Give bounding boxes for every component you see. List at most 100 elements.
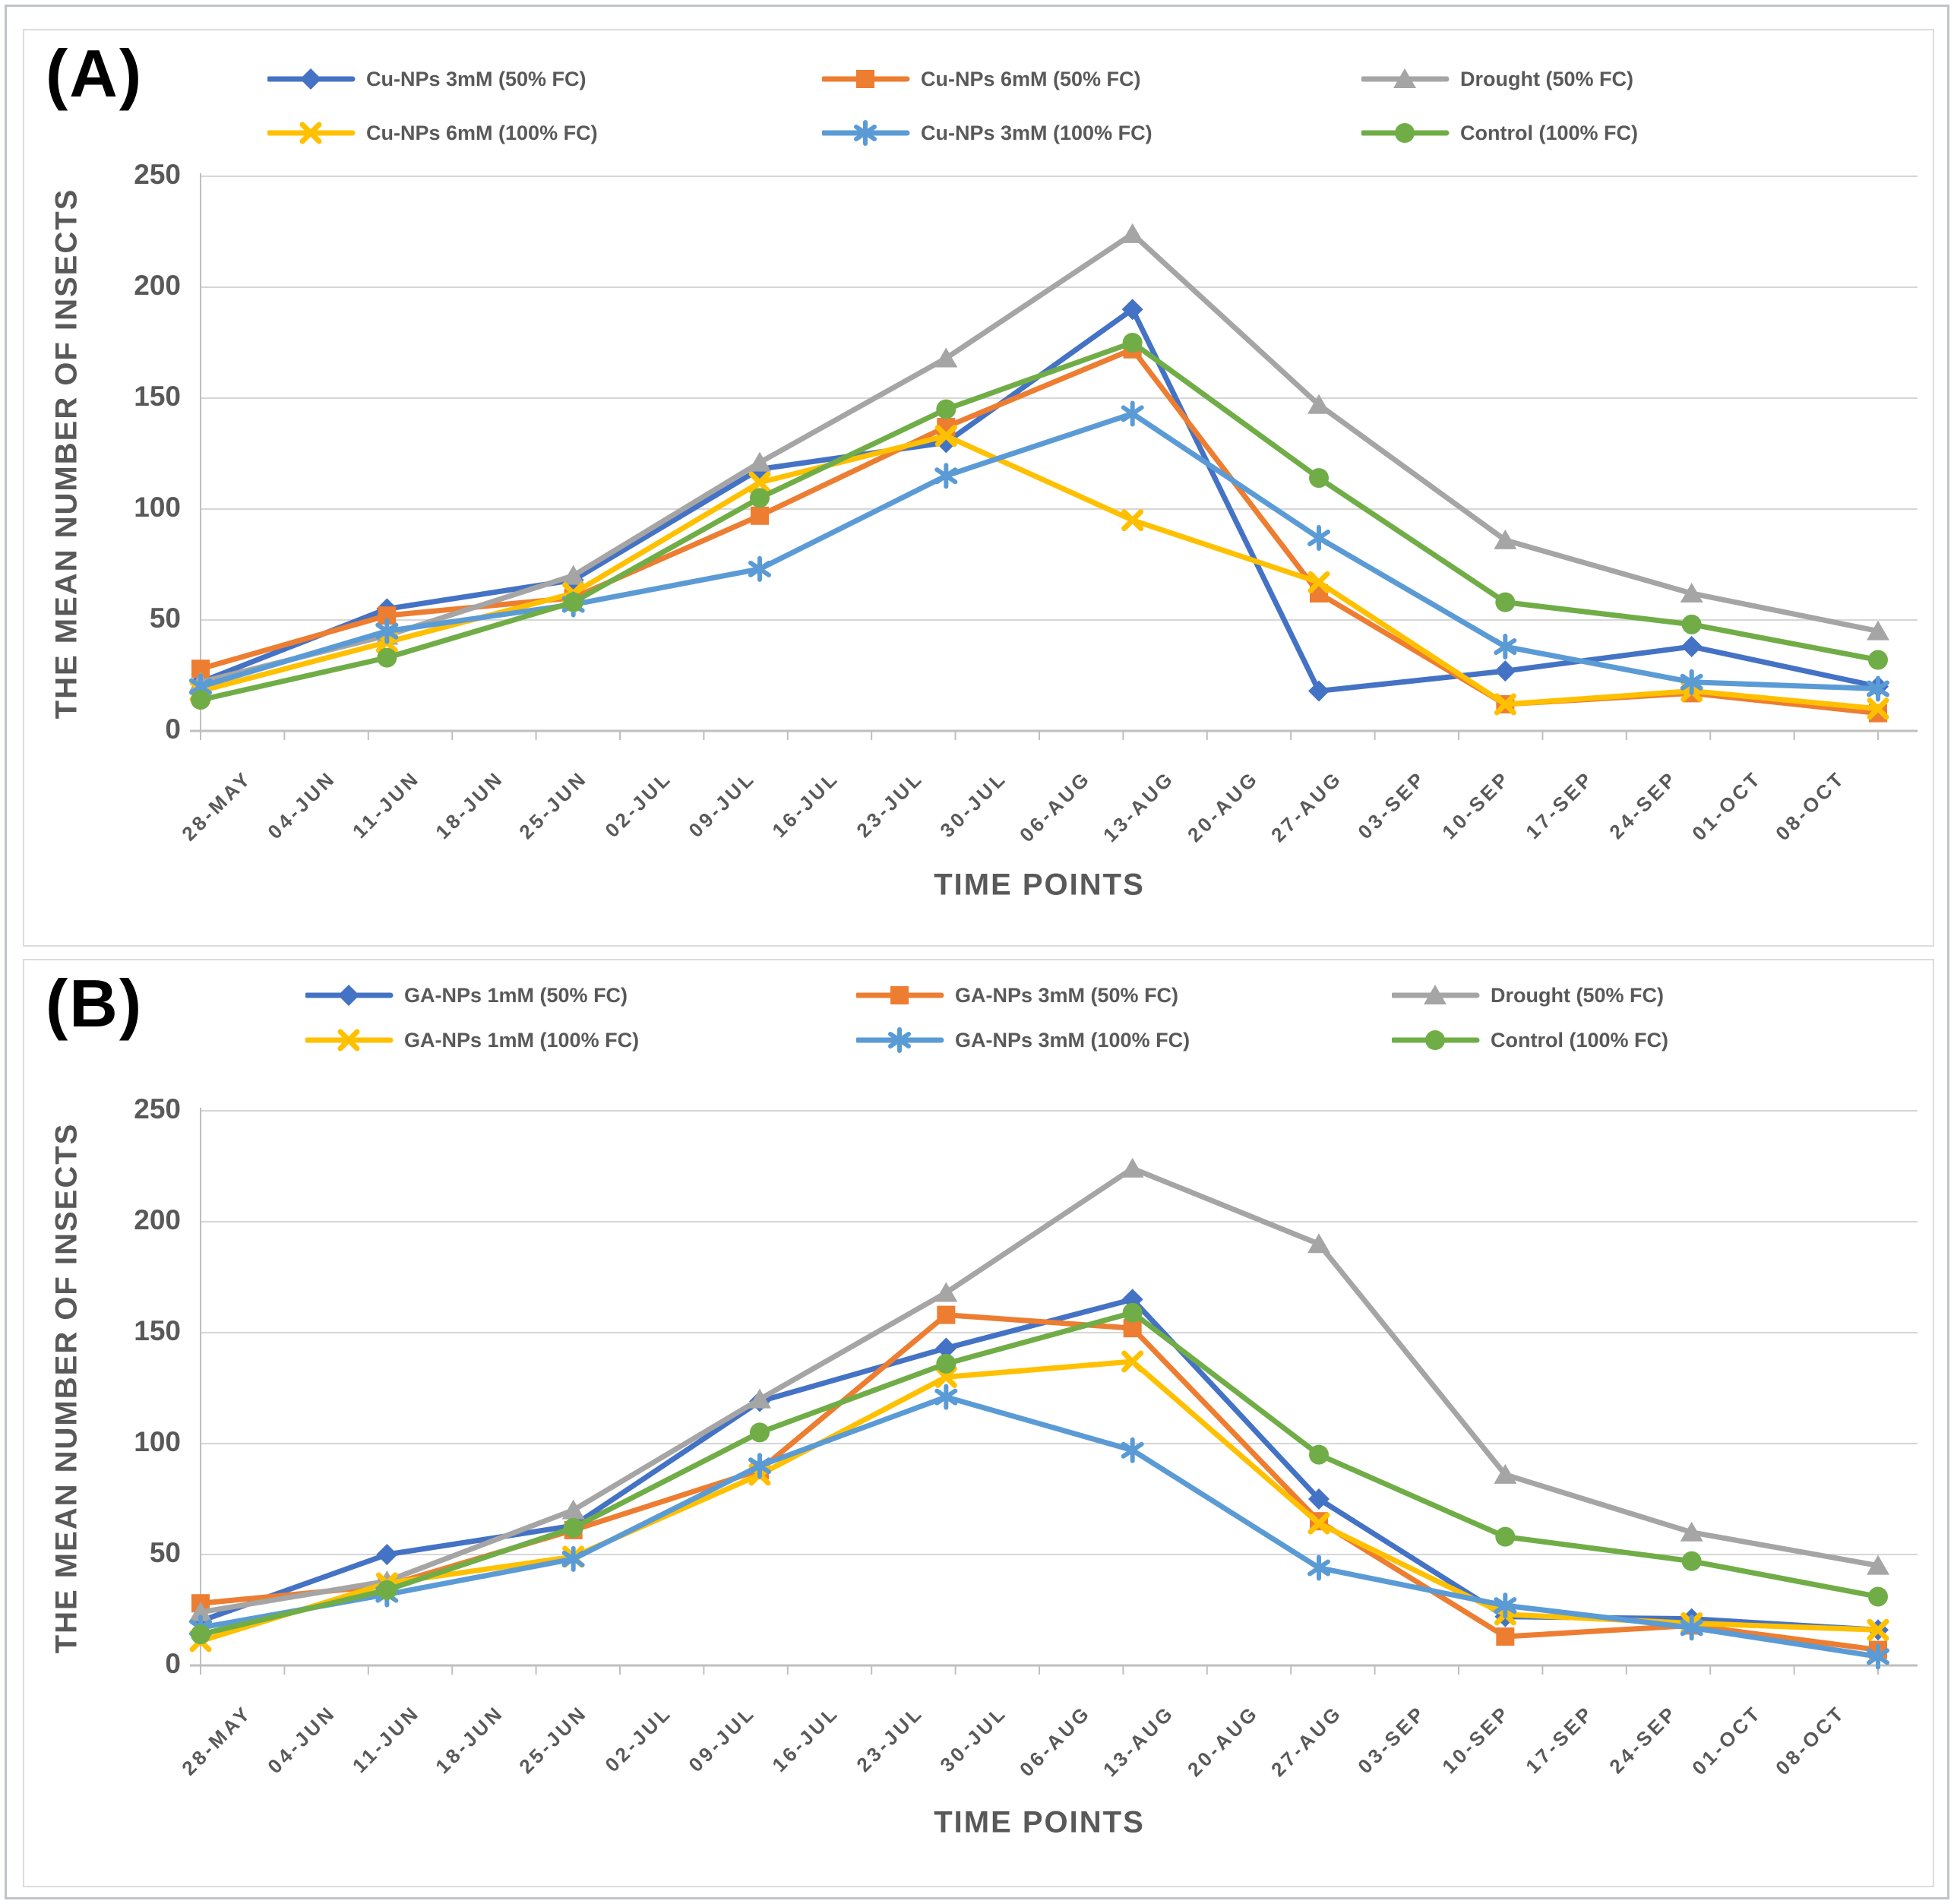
legend-swatch-asterisk	[822, 120, 910, 146]
asterisk-marker-icon	[375, 618, 399, 644]
legend-item-drought-50-fc-: Drought (50% FC)	[1392, 982, 1664, 1008]
circle-marker-icon	[1395, 123, 1415, 143]
panel-b-label: (B)	[46, 966, 144, 1041]
legend-item-ga-nps-3mm-50-fc-: GA-NPs 3mM (50% FC)	[856, 982, 1178, 1008]
square-marker-icon	[937, 1305, 956, 1324]
diamond-marker-icon	[300, 68, 321, 90]
legend-item-cu-nps-3mm-50-fc-: Cu-NPs 3mM (50% FC)	[267, 66, 587, 92]
x-marker-icon	[1494, 693, 1516, 716]
asterisk-marker-icon	[561, 1545, 585, 1572]
asterisk-marker-icon	[1494, 634, 1517, 660]
circle-marker-icon	[936, 1353, 956, 1374]
legend-item-drought-50-fc-: Drought (50% FC)	[1361, 66, 1633, 92]
circle-marker-icon	[563, 592, 583, 612]
circle-marker-icon	[1681, 614, 1702, 634]
square-marker-icon	[890, 986, 909, 1004]
circle-marker-icon	[377, 1580, 397, 1600]
legend-label: Drought (50% FC)	[1460, 67, 1633, 90]
legend-item-cu-nps-6mm-100-fc-: Cu-NPs 6mM (100% FC)	[267, 120, 598, 146]
legend-swatch-diamond	[267, 68, 356, 90]
circle-marker-icon	[936, 399, 956, 419]
legend-swatch-circle	[1392, 1030, 1480, 1050]
triangle-marker-icon	[1494, 529, 1517, 549]
y-tick-label-150: 150	[134, 1315, 181, 1346]
series-ga-nps-3mm-100-fc-	[189, 1384, 1889, 1670]
triangle-marker-icon	[1424, 985, 1447, 1004]
y-tick-label-0: 0	[165, 713, 181, 745]
triangle-marker-icon	[561, 1499, 585, 1520]
triangle-marker-icon	[1307, 1233, 1330, 1254]
y-tick-label-200: 200	[134, 270, 181, 301]
y-tick-label-50: 50	[149, 1537, 181, 1568]
legend-label: GA-NPs 1mM (100% FC)	[404, 1028, 640, 1052]
circle-marker-icon	[191, 690, 210, 710]
legend-label: Drought (50% FC)	[1491, 983, 1664, 1007]
y-tick-label-150: 150	[134, 381, 181, 412]
asterisk-marker-icon	[1680, 1615, 1703, 1641]
circle-marker-icon	[1495, 1526, 1516, 1547]
asterisk-marker-icon	[934, 1384, 958, 1410]
circle-marker-icon	[1868, 1586, 1888, 1607]
triangle-marker-icon	[1680, 582, 1703, 603]
legend-label: Control (100% FC)	[1460, 121, 1639, 144]
x-marker-icon	[1307, 1512, 1330, 1535]
triangle-marker-icon	[934, 347, 958, 368]
triangle-marker-icon	[1307, 394, 1330, 414]
circle-marker-icon	[1425, 1030, 1445, 1050]
legend-item-cu-nps-3mm-100-fc-: Cu-NPs 3mM (100% FC)	[822, 120, 1152, 146]
panel-a-label: (A)	[46, 36, 144, 111]
panel-b-x-axis-title: TIME POINTS	[934, 1805, 1145, 1839]
x-marker-icon	[1121, 509, 1144, 532]
circle-marker-icon	[1868, 650, 1888, 670]
series-ga-nps-1mm-50-fc-	[190, 1289, 1889, 1641]
series-ga-nps-3mm-50-fc-	[191, 1305, 1887, 1659]
circle-marker-icon	[191, 1624, 210, 1645]
square-marker-icon	[856, 70, 874, 88]
x-marker-icon	[748, 471, 771, 494]
x-marker-icon	[299, 122, 322, 144]
y-tick-label-100: 100	[134, 1426, 181, 1457]
circle-marker-icon	[750, 1422, 770, 1443]
asterisk-marker-icon	[888, 1027, 911, 1053]
legend-item-ga-nps-3mm-100-fc-: GA-NPs 3mM (100% FC)	[856, 1027, 1190, 1053]
triangle-marker-icon	[1121, 223, 1144, 243]
legend-label: Control (100% FC)	[1491, 1028, 1669, 1052]
legend-swatch-x	[267, 122, 356, 144]
asterisk-marker-icon	[1680, 669, 1703, 695]
legend-item-control-100-fc-: Control (100% FC)	[1361, 120, 1638, 146]
y-tick-label-200: 200	[134, 1204, 181, 1235]
diamond-marker-icon	[1121, 299, 1143, 321]
legend-swatch-triangle	[1361, 68, 1450, 88]
asterisk-marker-icon	[748, 555, 771, 582]
series-cu-nps-6mm-100-fc-	[189, 425, 1889, 720]
asterisk-marker-icon	[1867, 675, 1889, 702]
diamond-marker-icon	[935, 1337, 957, 1359]
series-control-100-fc-	[191, 333, 1888, 710]
y-tick-label-250: 250	[134, 1093, 181, 1124]
triangle-marker-icon	[1494, 1463, 1517, 1484]
asterisk-marker-icon	[934, 463, 958, 489]
triangle-marker-icon	[1680, 1521, 1703, 1542]
circle-marker-icon	[1309, 1444, 1329, 1465]
y-tick-label-50: 50	[149, 603, 181, 634]
panel-a-plot	[189, 173, 1918, 740]
legend-label: GA-NPs 3mM (50% FC)	[955, 983, 1179, 1007]
diamond-marker-icon	[1681, 636, 1703, 658]
triangle-marker-icon	[934, 1282, 958, 1302]
x-marker-icon	[1867, 1618, 1889, 1641]
triangle-marker-icon	[1393, 68, 1416, 88]
circle-marker-icon	[377, 647, 397, 668]
circle-marker-icon	[1122, 1302, 1143, 1323]
asterisk-marker-icon	[748, 1453, 771, 1479]
circle-marker-icon	[1495, 592, 1516, 612]
panel-a: (A) Cu-NPs 3mM (50% FC) Cu-NPs 6mM (50% F…	[23, 29, 1934, 947]
circle-marker-icon	[1309, 468, 1329, 489]
legend-swatch-square	[856, 986, 944, 1004]
y-tick-label-250: 250	[134, 159, 181, 190]
legend-item-cu-nps-6mm-50-fc-: Cu-NPs 6mM (50% FC)	[822, 66, 1141, 92]
triangle-marker-icon	[1121, 1157, 1144, 1178]
series-control-100-fc-	[191, 1302, 1888, 1645]
circle-marker-icon	[563, 1517, 583, 1538]
panel-b-plot	[189, 1108, 1918, 1675]
